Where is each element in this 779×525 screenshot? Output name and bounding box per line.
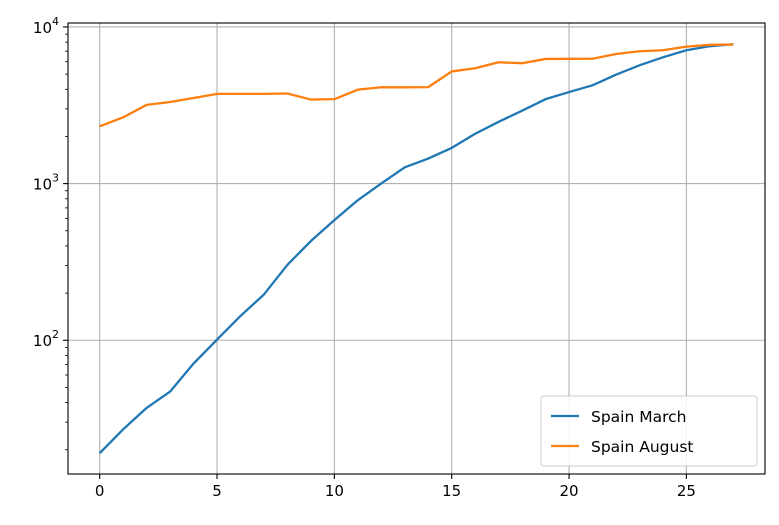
y-tick-exponent: 3	[52, 172, 59, 185]
legend-label: Spain August	[591, 438, 693, 456]
x-tick-label: 15	[442, 482, 461, 500]
legend-box	[540, 395, 758, 467]
x-tick-label: 0	[95, 482, 105, 500]
legend-label: Spain March	[591, 408, 686, 426]
plot-frame	[67, 22, 766, 475]
x-tick-label: 20	[559, 482, 578, 500]
y-tick-base: 10	[33, 19, 52, 37]
legend: Spain March Spain August	[540, 395, 758, 467]
y-tick-label: 102	[33, 328, 59, 350]
y-tick-label: 104	[33, 15, 59, 37]
y-tick-base: 10	[33, 176, 52, 194]
x-axis: 0 5 10 15 20 25	[95, 474, 696, 500]
y-tick-base: 10	[33, 332, 52, 350]
y-tick-exponent: 2	[52, 328, 59, 341]
x-tick-label: 10	[325, 482, 344, 500]
series-line-spain-august	[99, 43, 734, 128]
x-tick-label: 5	[212, 482, 222, 500]
series-layer	[98, 43, 734, 455]
series-line-spain-march	[98, 43, 734, 455]
x-tick-label: 25	[677, 482, 696, 500]
y-tick-label: 103	[33, 172, 59, 194]
y-tick-exponent: 4	[52, 15, 59, 28]
